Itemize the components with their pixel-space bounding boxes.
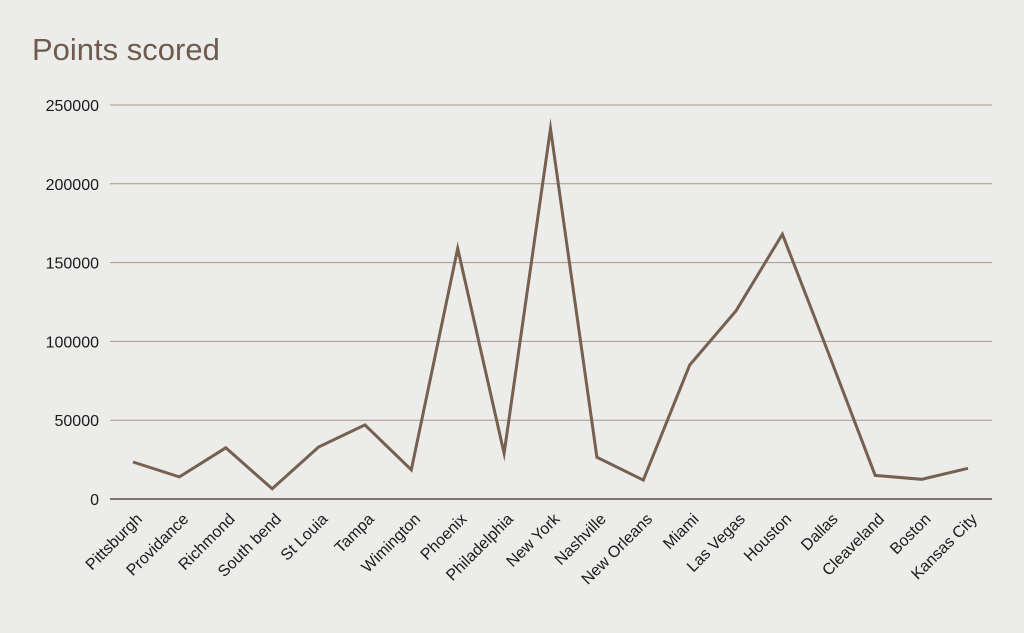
chart-title: Points scored bbox=[32, 32, 220, 67]
x-tick-label: St Louia bbox=[278, 511, 332, 565]
x-tick-label: Miami bbox=[660, 511, 702, 553]
y-tick-label: 150000 bbox=[46, 256, 99, 273]
y-tick-label: 100000 bbox=[46, 334, 99, 351]
y-axis-tick-labels: 0 50000 100000 150000 200000 250000 bbox=[46, 98, 99, 509]
y-tick-label: 0 bbox=[90, 492, 99, 509]
x-tick-label: Dallas bbox=[798, 511, 841, 554]
y-tick-label: 250000 bbox=[46, 98, 99, 115]
series-line bbox=[132, 117, 969, 491]
x-tick-label: Tampa bbox=[332, 511, 378, 557]
gridlines bbox=[110, 104, 992, 500]
x-tick-label: Houston bbox=[741, 511, 795, 565]
y-tick-label: 50000 bbox=[55, 413, 100, 430]
y-tick-label: 200000 bbox=[46, 177, 99, 194]
series-lines bbox=[132, 117, 969, 491]
